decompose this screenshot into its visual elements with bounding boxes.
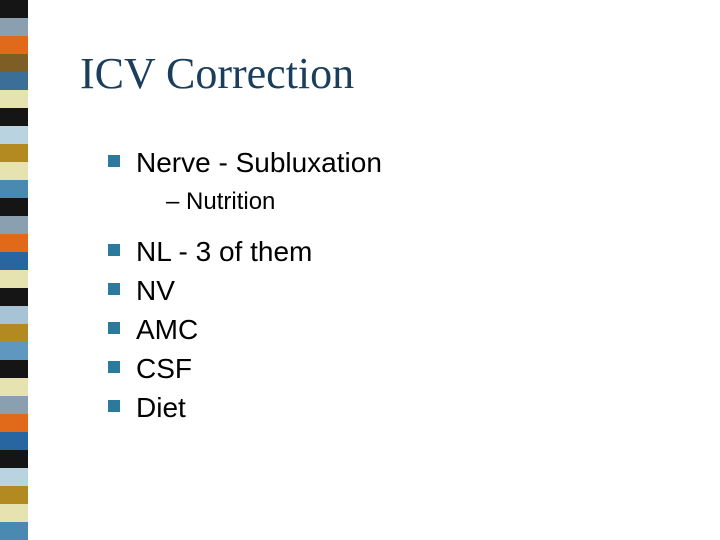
sidebar-stripe xyxy=(0,0,28,18)
item-text: Diet xyxy=(136,390,186,425)
sidebar-stripe xyxy=(0,450,28,468)
list-item: Diet xyxy=(108,390,690,425)
sidebar-stripe xyxy=(0,378,28,396)
sidebar-stripe xyxy=(0,360,28,378)
sidebar-stripe xyxy=(0,180,28,198)
sidebar-stripe xyxy=(0,126,28,144)
square-bullet-icon xyxy=(108,283,120,295)
sidebar-stripe xyxy=(0,324,28,342)
sidebar-stripe xyxy=(0,18,28,36)
sidebar-stripe xyxy=(0,522,28,540)
list-item: NV xyxy=(108,273,690,308)
sidebar-stripe xyxy=(0,54,28,72)
item-text: Nerve - Subluxation xyxy=(136,145,382,180)
sidebar-stripe xyxy=(0,252,28,270)
sidebar-stripe xyxy=(0,504,28,522)
sidebar-stripe xyxy=(0,414,28,432)
item-text: NL - 3 of them xyxy=(136,234,312,269)
list-item: NL - 3 of them xyxy=(108,234,690,269)
sidebar-stripe xyxy=(0,306,28,324)
sub-item-text: – Nutrition xyxy=(166,188,690,216)
item-text: AMC xyxy=(136,312,198,347)
sidebar-stripe xyxy=(0,234,28,252)
square-bullet-icon xyxy=(108,361,120,373)
decorative-sidebar xyxy=(0,0,28,540)
item-text: NV xyxy=(136,273,175,308)
list-item: AMC xyxy=(108,312,690,347)
bullet-group-2: NL - 3 of them NV AMC CSF Diet xyxy=(108,234,690,425)
slide-title: ICV Correction xyxy=(80,48,690,99)
sidebar-stripe xyxy=(0,468,28,486)
slide-content: ICV Correction Nerve - Subluxation – Nut… xyxy=(80,48,690,429)
sidebar-stripe xyxy=(0,288,28,306)
bullet-group-1: Nerve - Subluxation – Nutrition xyxy=(108,145,690,216)
sidebar-stripe xyxy=(0,72,28,90)
square-bullet-icon xyxy=(108,400,120,412)
sidebar-stripe xyxy=(0,108,28,126)
sidebar-stripe xyxy=(0,162,28,180)
square-bullet-icon xyxy=(108,244,120,256)
list-item: CSF xyxy=(108,351,690,386)
sidebar-stripe xyxy=(0,144,28,162)
sidebar-stripe xyxy=(0,198,28,216)
square-bullet-icon xyxy=(108,155,120,167)
item-text: CSF xyxy=(136,351,192,386)
sidebar-stripe xyxy=(0,36,28,54)
sidebar-stripe xyxy=(0,396,28,414)
sub-item: – Nutrition xyxy=(166,188,690,216)
sidebar-stripe xyxy=(0,90,28,108)
sidebar-stripe xyxy=(0,342,28,360)
list-item: Nerve - Subluxation xyxy=(108,145,690,180)
sidebar-stripe xyxy=(0,486,28,504)
sidebar-stripe xyxy=(0,216,28,234)
square-bullet-icon xyxy=(108,322,120,334)
sidebar-stripe xyxy=(0,270,28,288)
sidebar-stripe xyxy=(0,432,28,450)
